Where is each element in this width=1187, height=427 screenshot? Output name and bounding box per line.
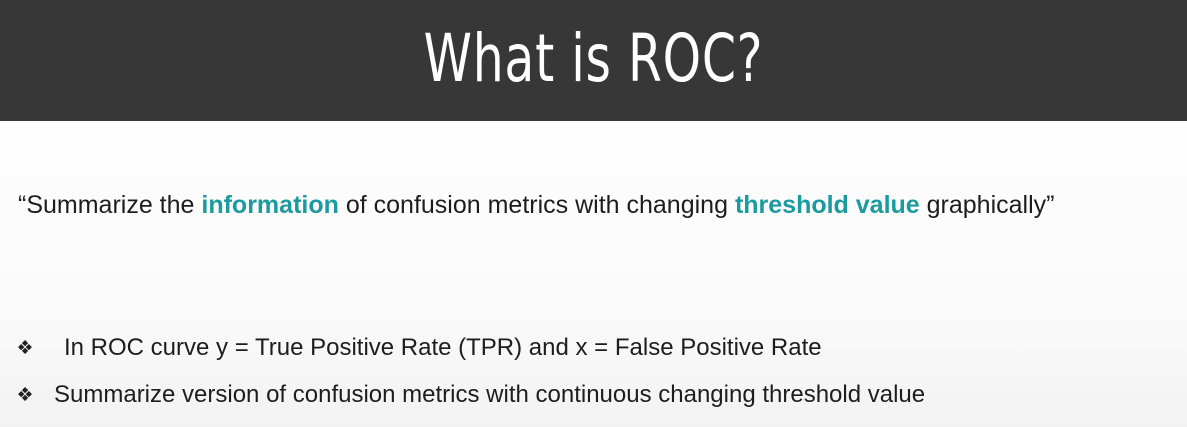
definition-quote: “Summarize the information of confusion … bbox=[18, 191, 1054, 220]
bullet-text: In ROC curve y = True Positive Rate (TPR… bbox=[64, 334, 822, 361]
quote-text-1: “Summarize the bbox=[18, 191, 202, 219]
bullet-item-roc-axes: ❖ In ROC curve y = True Positive Rate (T… bbox=[14, 334, 822, 362]
quote-text-3: graphically” bbox=[919, 191, 1055, 219]
four-diamond-bullet-icon: ❖ bbox=[16, 384, 34, 406]
bullet-item-summary: ❖ Summarize version of confusion metrics… bbox=[14, 381, 925, 409]
title-bar: What is ROC? bbox=[0, 0, 1187, 121]
four-diamond-bullet-icon: ❖ bbox=[16, 337, 34, 359]
highlight-threshold-value: threshold value bbox=[734, 191, 920, 219]
highlight-information: information bbox=[201, 191, 339, 219]
bullet-text: Summarize version of confusion metrics w… bbox=[54, 381, 926, 408]
quote-text-2: of confusion metrics with changing bbox=[338, 191, 735, 219]
slide-title: What is ROC? bbox=[423, 19, 764, 97]
